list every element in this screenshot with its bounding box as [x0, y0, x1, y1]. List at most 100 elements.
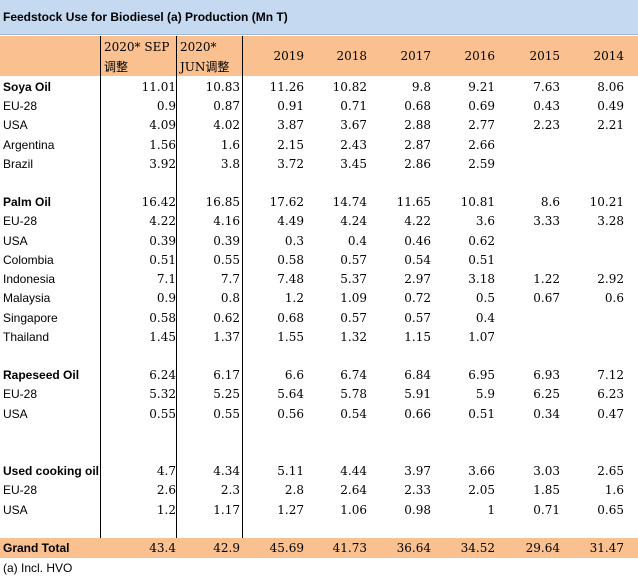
header-year-4: 2015	[529, 49, 560, 63]
grand-total-cell: 34.52	[460, 541, 495, 555]
table-cell: 0.47	[597, 407, 624, 421]
table-cell: 2.65	[597, 464, 624, 478]
table-cell: 2.15	[277, 138, 304, 152]
table-cell: 6.25	[533, 387, 560, 401]
table-cell: 5.32	[149, 387, 176, 401]
row-label: USA	[3, 503, 28, 517]
grand-total-row	[0, 538, 638, 558]
table-cell: 3.72	[277, 157, 304, 171]
table-cell: 0.71	[533, 503, 560, 517]
grand-total-cell: 45.69	[269, 541, 304, 555]
table-cell: 11.26	[269, 80, 304, 94]
header-year-3: 2016	[464, 49, 495, 63]
table-cell: 7.63	[533, 80, 560, 94]
row-label: Malaysia	[3, 291, 51, 305]
table-cell: 16.85	[205, 195, 240, 209]
table-cell: 7.7	[220, 272, 240, 286]
grand-total-cell: 42.9	[213, 541, 240, 555]
table-cell: 17.62	[269, 195, 304, 209]
row-label: Rapeseed Oil	[3, 368, 80, 382]
table-cell: 6.23	[597, 387, 624, 401]
footnote: (a) Incl. HVO	[3, 561, 73, 575]
table-cell: 0.62	[213, 311, 240, 325]
table-cell: 0.91	[277, 99, 304, 113]
table-cell: 0.65	[597, 503, 624, 517]
table-cell: 0.9	[156, 99, 176, 113]
row-label: Argentina	[3, 138, 55, 152]
table-cell: 0.55	[213, 407, 240, 421]
table-cell: 4.22	[149, 214, 176, 228]
row-label: Used cooking oil	[3, 464, 100, 478]
table-cell: 0.66	[404, 407, 431, 421]
table-title: Feedstock Use for Biodiesel (a) Producti…	[3, 10, 288, 24]
table-cell: 0.54	[340, 407, 367, 421]
table-cell: 1	[487, 503, 495, 517]
table-cell: 3.18	[468, 272, 495, 286]
table-cell: 6.17	[213, 368, 240, 382]
table-cell: 3.03	[533, 464, 560, 478]
table-cell: 1.6	[604, 483, 624, 497]
table-cell: 0.56	[277, 407, 304, 421]
table-cell: 0.72	[404, 291, 431, 305]
table-cell: 1.2	[284, 291, 304, 305]
table-cell: 4.16	[213, 214, 240, 228]
table-cell: 2.86	[404, 157, 431, 171]
header-sep-line1: 2020* SEP	[104, 40, 170, 54]
table-cell: 10.81	[460, 195, 495, 209]
table-cell: 6.24	[149, 368, 176, 382]
table-cell: 6.93	[533, 368, 560, 382]
row-label: EU-28	[3, 483, 38, 497]
table-cell: 1.6	[220, 138, 240, 152]
table-cell: 3.97	[404, 464, 431, 478]
table-cell: 0.4	[475, 311, 495, 325]
table-cell: 0.98	[404, 503, 431, 517]
table-cell: 4.02	[213, 118, 240, 132]
table-cell: 0.57	[404, 311, 431, 325]
table-cell: 0.46	[404, 234, 431, 248]
table-cell: 2.23	[533, 118, 560, 132]
row-label: USA	[3, 407, 28, 421]
table-cell: 1.45	[149, 330, 176, 344]
table-cell: 6.74	[340, 368, 367, 382]
table-cell: 7.48	[277, 272, 304, 286]
table-cell: 4.09	[149, 118, 176, 132]
row-label: USA	[3, 118, 28, 132]
table-cell: 0.57	[340, 253, 367, 267]
table-cell: 1.32	[340, 330, 367, 344]
table-cell: 5.11	[277, 464, 304, 478]
table-cell: 2.05	[468, 483, 495, 497]
table-cell: 4.22	[404, 214, 431, 228]
table-cell: 10.21	[589, 195, 624, 209]
row-label: Brazil	[3, 157, 34, 171]
table-cell: 2.88	[404, 118, 431, 132]
header-year-2: 2017	[400, 49, 431, 63]
table-cell: 1.06	[340, 503, 367, 517]
table-cell: 0.43	[533, 99, 560, 113]
table-cell: 1.15	[404, 330, 431, 344]
table-cell: 1.2	[156, 503, 176, 517]
table-cell: 0.54	[404, 253, 431, 267]
title-bar: Feedstock Use for Biodiesel (a) Producti…	[0, 0, 638, 35]
header-year-5: 2014	[593, 49, 624, 63]
table-cell: 0.68	[404, 99, 431, 113]
table-cell: 1.27	[277, 503, 304, 517]
table-cell: 5.37	[340, 272, 367, 286]
table-cell: 4.34	[213, 464, 240, 478]
table-cell: 1.22	[533, 272, 560, 286]
table-cell: 1.09	[340, 291, 367, 305]
table-cell: 2.97	[404, 272, 431, 286]
table-cell: 0.62	[468, 234, 495, 248]
header-jun-line2: JUN调整	[180, 60, 230, 74]
table-cell: 3.66	[468, 464, 495, 478]
table-cell: 0.58	[277, 253, 304, 267]
header-year-1: 2018	[336, 49, 367, 63]
table-cell: 3.45	[340, 157, 367, 171]
grand-total-cell: 41.73	[332, 541, 367, 555]
table-cell: 0.8	[220, 291, 240, 305]
table-cell: 1.85	[533, 483, 560, 497]
row-label: EU-28	[3, 387, 38, 401]
table-cell: 10.83	[205, 80, 240, 94]
row-label: EU-28	[3, 214, 38, 228]
grand-total-label: Grand Total	[3, 541, 70, 555]
grand-total-cell: 31.47	[589, 541, 624, 555]
